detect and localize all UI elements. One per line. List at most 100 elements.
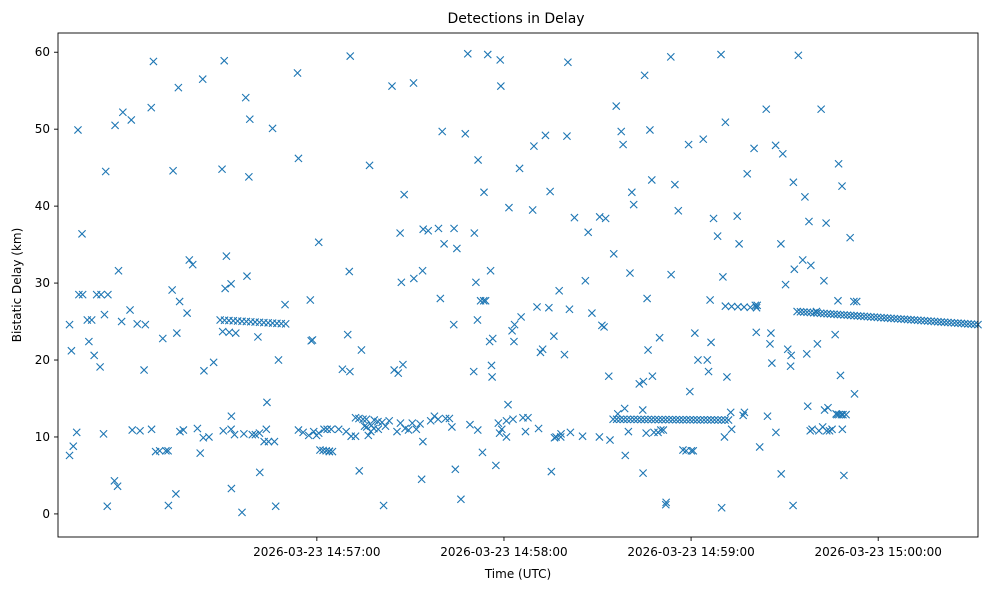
data-point <box>218 327 227 336</box>
data-point <box>940 318 949 327</box>
data-point <box>84 337 93 346</box>
data-point <box>562 132 571 141</box>
data-point <box>231 329 240 338</box>
data-point <box>419 225 428 234</box>
data-point <box>409 274 418 283</box>
data-point <box>488 334 497 343</box>
data-point <box>471 278 480 287</box>
data-point <box>227 279 236 288</box>
data-point <box>836 310 845 319</box>
data-point <box>771 428 780 437</box>
data-point <box>850 389 859 398</box>
data-point <box>221 284 230 293</box>
data-point <box>957 319 966 328</box>
data-point <box>790 265 799 274</box>
data-point <box>649 428 658 437</box>
data-point <box>856 312 865 321</box>
data-point <box>802 349 811 358</box>
data-point <box>917 316 926 325</box>
data-point <box>840 310 849 319</box>
data-point <box>544 303 553 312</box>
data-point <box>709 214 718 223</box>
data-point <box>281 319 290 328</box>
data-point <box>164 501 173 510</box>
data-point <box>509 415 517 424</box>
data-point <box>312 431 321 440</box>
data-point <box>720 432 729 441</box>
data-point <box>308 336 317 345</box>
data-point <box>357 346 366 355</box>
data-point <box>643 294 652 303</box>
data-point <box>241 93 250 102</box>
data-point <box>566 428 575 437</box>
data-point <box>846 311 855 320</box>
data-point <box>852 297 861 306</box>
data-point <box>763 412 772 421</box>
data-point <box>164 446 173 455</box>
data-point <box>726 408 735 417</box>
data-point <box>927 317 936 326</box>
data-point <box>777 469 786 478</box>
data-point <box>803 402 812 411</box>
data-point <box>515 164 524 173</box>
data-point <box>230 430 239 439</box>
data-point <box>806 308 815 317</box>
data-point <box>478 448 487 457</box>
data-point <box>950 318 959 327</box>
data-point <box>309 427 318 436</box>
data-point <box>876 313 885 322</box>
data-point <box>556 432 565 441</box>
data-point <box>227 484 236 493</box>
data-point <box>733 212 742 221</box>
data-point <box>601 214 610 223</box>
data-point <box>198 75 207 84</box>
data-point <box>560 350 569 359</box>
x-tick-label: 2026-03-23 14:58:00 <box>440 545 567 559</box>
data-point <box>351 432 360 441</box>
data-point <box>743 169 752 178</box>
data-point <box>624 427 633 436</box>
data-point <box>400 190 409 199</box>
data-point <box>718 272 727 281</box>
data-point <box>417 475 426 484</box>
data-point <box>147 425 156 434</box>
data-point <box>937 317 946 326</box>
data-point <box>606 436 614 445</box>
y-tick-label: 0 <box>42 507 50 521</box>
data-point <box>668 415 677 424</box>
data-point <box>819 309 828 318</box>
data-point <box>699 135 708 144</box>
data-point <box>629 200 638 209</box>
data-point <box>831 330 840 339</box>
data-point <box>510 320 519 329</box>
data-point <box>147 103 156 112</box>
data-point <box>920 316 929 325</box>
data-point <box>828 425 837 434</box>
data-point <box>813 339 822 348</box>
data-point <box>798 256 807 264</box>
data-point <box>128 426 137 435</box>
data-point <box>642 429 651 438</box>
data-point <box>438 127 447 136</box>
data-point <box>717 503 726 512</box>
data-point <box>893 314 902 323</box>
data-point <box>470 229 479 238</box>
data-point <box>890 314 899 323</box>
data-point <box>225 328 234 337</box>
data-point <box>661 500 670 509</box>
data-point <box>750 144 759 153</box>
data-point <box>860 312 869 321</box>
data-point <box>434 415 443 424</box>
data-point <box>829 310 838 319</box>
data-point <box>619 415 628 424</box>
data-point <box>158 334 167 343</box>
data-point <box>803 308 812 317</box>
data-point <box>359 415 367 424</box>
data-point <box>90 351 99 360</box>
data-point <box>870 313 879 322</box>
data-point <box>418 437 427 446</box>
data-point <box>717 50 726 59</box>
data-point <box>78 229 87 238</box>
data-point <box>740 303 749 312</box>
